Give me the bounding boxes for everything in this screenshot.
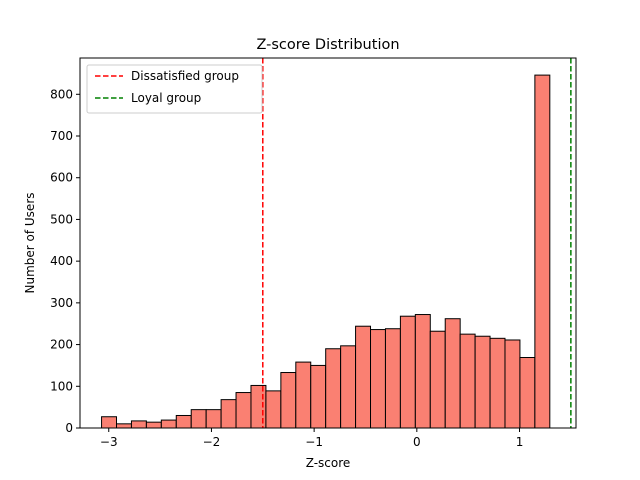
histogram-bar [474, 335, 491, 429]
x-tick-label: −1 [305, 435, 323, 449]
x-tick-label: −2 [203, 435, 221, 449]
y-tick-label: 400 [50, 254, 73, 268]
histogram-bar [160, 419, 177, 429]
histogram-bar [399, 315, 416, 429]
y-tick-label: 800 [50, 87, 73, 101]
histogram-bar [220, 399, 237, 429]
legend: Dissatisfied group Loyal group [86, 64, 263, 114]
histogram-bar [250, 384, 267, 429]
y-tick-label: 500 [50, 212, 73, 226]
reference-lines [262, 58, 572, 428]
histogram-bar [355, 325, 372, 429]
legend-label-loyal: Loyal group [131, 91, 201, 105]
histogram-bar [295, 361, 312, 429]
y-tick-label: 200 [50, 338, 73, 352]
histogram-bar [429, 330, 446, 429]
histogram-bar [504, 339, 521, 429]
y-tick-label: 300 [50, 296, 73, 310]
x-axis-label: Z-score [306, 456, 351, 470]
histogram-bar [384, 328, 401, 429]
histogram-bar [459, 333, 476, 429]
y-tick-label: 700 [50, 129, 73, 143]
histogram-bar [280, 372, 297, 429]
histogram-bars [101, 74, 551, 429]
histogram-bar [145, 421, 162, 429]
chart-title: Z-score Distribution [256, 37, 399, 53]
plot-frame [79, 57, 577, 429]
legend-box [86, 64, 263, 114]
histogram-bar [325, 348, 342, 429]
x-axis-ticks: −3 −2 −1 0 1 [100, 428, 523, 449]
histogram-bar [414, 314, 431, 429]
histogram-bar [175, 414, 192, 429]
histogram-bar [310, 364, 327, 429]
histogram-bar [340, 345, 357, 429]
histogram-bar [444, 318, 461, 429]
histogram-bar [534, 74, 551, 429]
histogram-bar [265, 390, 282, 429]
histogram-bar [519, 357, 536, 429]
y-axis-label: Number of Users [23, 192, 37, 293]
histogram-bar [370, 329, 386, 429]
histogram-bar [116, 423, 132, 429]
x-tick-label: 1 [516, 435, 524, 449]
y-tick-label: 0 [65, 421, 73, 435]
histogram-bar [235, 392, 252, 429]
histogram-bar [489, 337, 506, 429]
y-tick-label: 600 [50, 171, 73, 185]
x-tick-label: 0 [413, 435, 421, 449]
histogram-bar [130, 420, 147, 429]
y-tick-label: 100 [50, 379, 73, 393]
histogram-bar [101, 416, 118, 429]
y-axis-ticks: 0 100 200 300 400 500 600 700 800 [50, 87, 80, 435]
legend-label-dissatisfied: Dissatisfied group [131, 69, 239, 83]
x-tick-label: −3 [100, 435, 118, 449]
histogram-bar [205, 409, 222, 429]
histogram-bar [190, 409, 207, 429]
